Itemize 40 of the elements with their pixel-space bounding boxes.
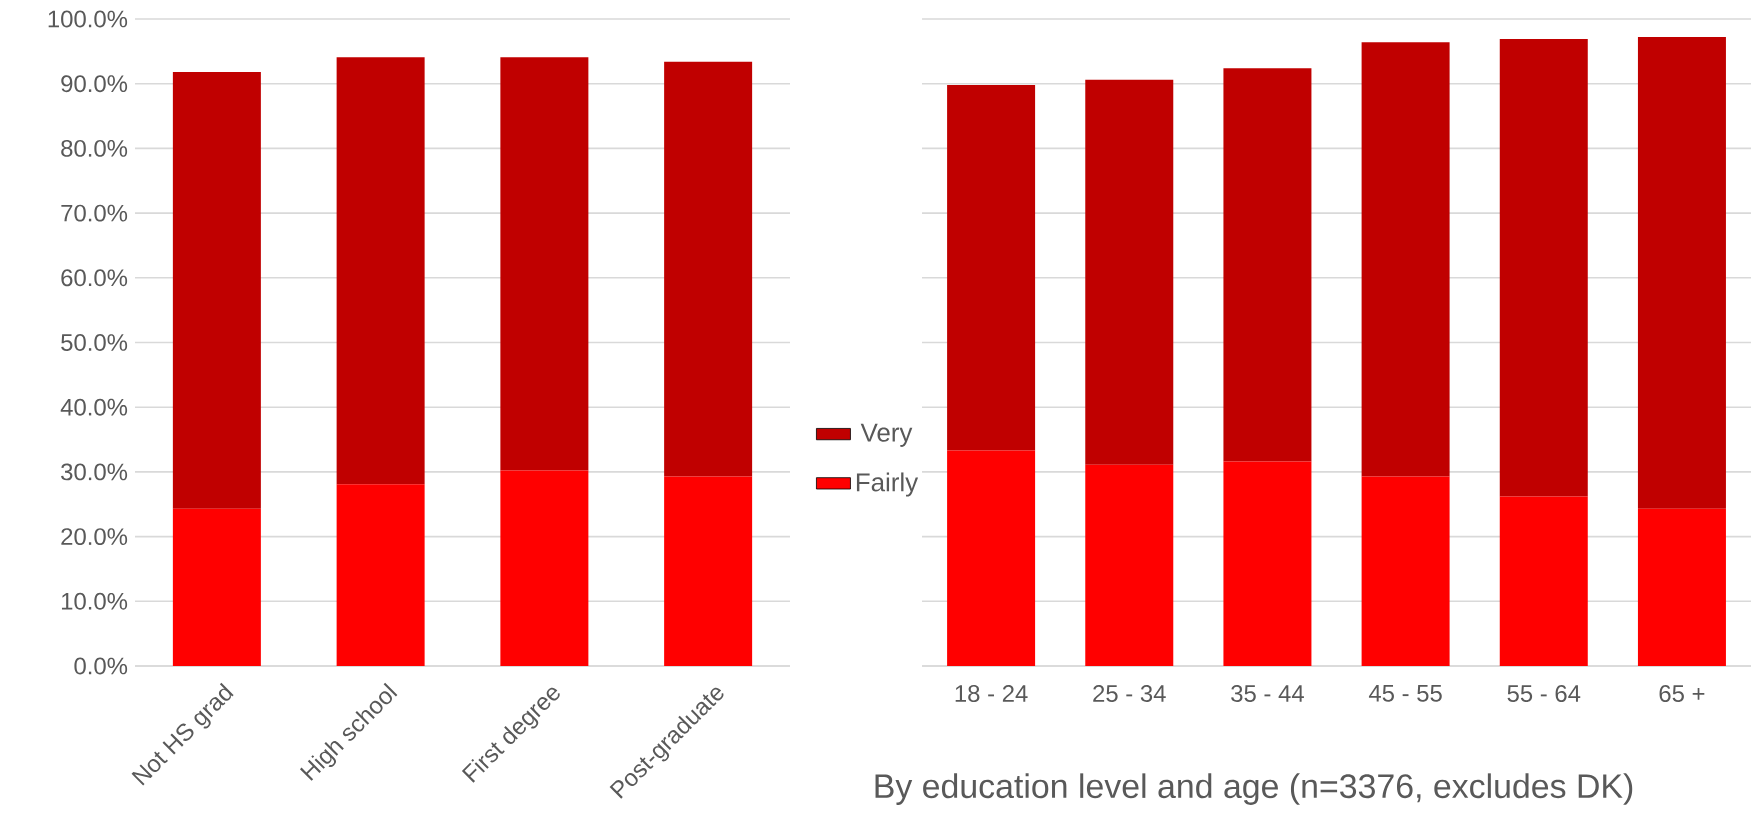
y-tick-label: 100.0% bbox=[48, 10, 128, 28]
legend-label: Fairly bbox=[856, 472, 919, 497]
y-tick-label: 50.0% bbox=[61, 334, 128, 351]
y-tick-label: 40.0% bbox=[60, 398, 128, 416]
y-tick-label: 80.0% bbox=[61, 139, 128, 157]
x-tick-label: 45 - 55 bbox=[1368, 685, 1442, 702]
bar bbox=[500, 470, 589, 666]
bar bbox=[1223, 68, 1312, 462]
bar bbox=[336, 484, 425, 666]
y-tick-label: 70.0% bbox=[61, 204, 128, 222]
bar bbox=[500, 57, 589, 471]
bar bbox=[1499, 496, 1588, 666]
x-tick-label: 55 - 64 bbox=[1507, 685, 1581, 702]
legend-label: Very bbox=[860, 423, 913, 447]
bar bbox=[1085, 79, 1174, 465]
y-tick-label: 90.0% bbox=[61, 75, 128, 93]
y-tick-label: 20.0% bbox=[61, 528, 128, 546]
bar bbox=[1499, 39, 1588, 497]
bar bbox=[1223, 461, 1312, 666]
bar bbox=[1085, 464, 1174, 666]
y-tick-label: 60.0% bbox=[61, 269, 128, 287]
bar bbox=[664, 61, 753, 477]
bar bbox=[1637, 508, 1726, 666]
x-tick-label: 65 + bbox=[1659, 685, 1705, 702]
bar bbox=[336, 57, 425, 485]
x-tick-label: 35 - 44 bbox=[1231, 685, 1304, 702]
x-tick-label: 25 - 34 bbox=[1093, 685, 1166, 702]
text: By education level and age (n=3376, excludes DK) bbox=[875, 773, 1633, 805]
bar bbox=[172, 72, 261, 509]
y-tick-label: 10.0% bbox=[61, 592, 128, 610]
y-tick-label: 30.0% bbox=[61, 463, 128, 481]
bar bbox=[1361, 476, 1450, 666]
bar bbox=[947, 84, 1036, 451]
bar bbox=[1361, 42, 1450, 477]
x-tick-label: 18 - 24 bbox=[955, 685, 1028, 702]
bar bbox=[947, 450, 1036, 666]
bar bbox=[1637, 37, 1726, 509]
y-tick-label: 0.0% bbox=[74, 657, 128, 675]
bar bbox=[664, 476, 753, 666]
bar bbox=[172, 508, 261, 666]
